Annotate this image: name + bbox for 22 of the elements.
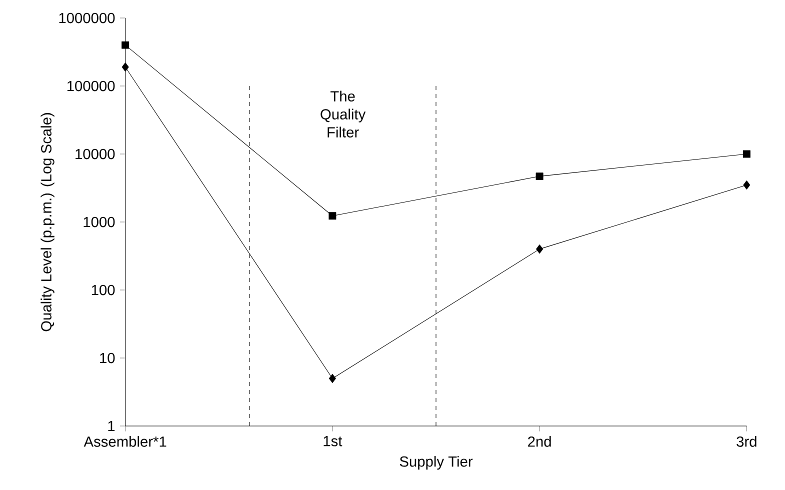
y-tick-label: 1000 (84, 216, 115, 228)
y-axis-title: Quality Level (p.p.m.) (Log Scale) (40, 113, 54, 332)
point (743, 180, 750, 190)
x-tick-label: 2nd (528, 436, 551, 447)
annotation: The Quality Filter (320, 90, 366, 138)
x-axis-title: Supply Tier (400, 456, 473, 470)
y-tick-label: 1 (108, 420, 115, 432)
point (122, 62, 129, 72)
point (536, 172, 544, 180)
x-tick-label: Assembler*1 (84, 436, 166, 447)
y-tick-label: 100 (92, 284, 115, 296)
point (328, 374, 336, 384)
y-tick-label: 1000000 (59, 12, 115, 24)
y-tick-label: 10000 (76, 148, 115, 160)
point (536, 244, 544, 254)
y-tick-label: 10 (100, 352, 115, 364)
point (122, 41, 130, 49)
point (328, 212, 336, 220)
x-tick-label: 1st (324, 436, 342, 446)
point (742, 150, 750, 158)
x-tick-label: 3rd (736, 436, 756, 447)
y-tick-label: 100000 (67, 80, 115, 92)
